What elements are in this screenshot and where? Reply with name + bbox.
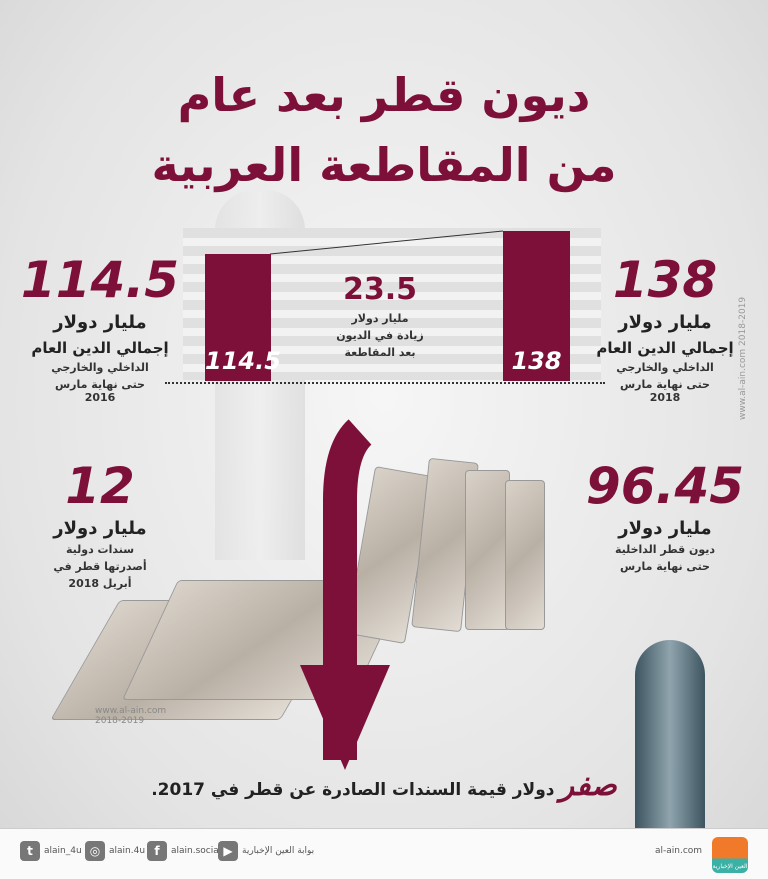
stat-sub: حتى نهاية مارس	[620, 560, 710, 573]
site-link[interactable]: al-ain.com	[655, 846, 703, 856]
middle-stat: 23.5 مليار دولار زيادة في الديون بعد الم…	[280, 272, 480, 359]
watermark-vertical: www.al-ain.com 2018-2019	[738, 296, 748, 420]
bottom-note: صفر دولار قيمة السندات الصادرة عن قطر في…	[0, 768, 768, 803]
right-bottom-stat: 96.45 مليار دولار ديون قطر الداخلية حتى …	[565, 458, 765, 573]
zero-highlight: صفر	[559, 768, 617, 803]
stat-sub: حتى نهاية مارس	[55, 378, 145, 391]
youtube-channel[interactable]: بوابة العين الإخبارية	[242, 846, 315, 856]
stat-sub: الداخلي والخارجي	[616, 361, 714, 374]
stat-value: 12	[65, 457, 135, 515]
title-line2: من المقاطعة العربية	[151, 138, 617, 192]
left-bottom-stat: 12 مليار دولار سندات دولية أصدرتها قطر ف…	[0, 458, 200, 590]
stat-sub: أصدرتها قطر في	[53, 560, 147, 573]
stat-label: إجمالي الدين العام	[31, 339, 169, 357]
twitter-icon[interactable]: t	[20, 841, 40, 861]
bar-label-2016: 114.5	[205, 347, 281, 375]
bar-2016: 114.5	[205, 254, 281, 381]
stat-value: 96.45	[585, 457, 745, 515]
chart-baseline	[165, 382, 605, 384]
stat-unit: مليار دولار	[618, 518, 712, 539]
twitter-handle[interactable]: alain_4u	[44, 846, 82, 856]
right-top-stat: 138 مليار دولار إجمالي الدين العام الداخ…	[565, 252, 765, 404]
stat-unit: مليار دولار	[53, 518, 147, 539]
stat-year: 2016	[84, 391, 116, 404]
stat-label: زيادة في الديون	[336, 329, 424, 342]
stat-year: 2018	[649, 391, 681, 404]
stat-unit: مليار دولار	[618, 312, 712, 333]
stat-label: سندات دولية	[65, 543, 135, 556]
bar-2018: 138	[503, 231, 570, 381]
footer: t alain_4u ◎ alain.4u f alain.social ▶ ب…	[0, 828, 768, 879]
stat-unit: مليار دولار	[53, 312, 147, 333]
stat-value: 138	[612, 251, 718, 309]
instagram-icon[interactable]: ◎	[85, 841, 105, 861]
bottom-text: دولار قيمة السندات الصادرة عن قطر في 201…	[151, 780, 555, 800]
instagram-handle[interactable]: alain.4u	[109, 846, 146, 856]
stat-sub: الداخلي والخارجي	[51, 361, 149, 374]
left-top-stat: 114.5 مليار دولار إجمالي الدين العام الد…	[0, 252, 200, 404]
stat-sub: حتى نهاية مارس	[620, 378, 710, 391]
tower-image	[635, 640, 705, 830]
youtube-icon[interactable]: ▶	[218, 841, 238, 861]
facebook-handle[interactable]: alain.social	[171, 846, 222, 856]
stat-label: ديون قطر الداخلية	[614, 543, 716, 556]
facebook-icon[interactable]: f	[147, 841, 167, 861]
stat-value: 114.5	[20, 251, 180, 309]
stat-unit: مليار دولار	[351, 312, 409, 325]
logo: العين الإخبارية	[712, 837, 748, 873]
stat-label: إجمالي الدين العام	[596, 339, 734, 357]
stat-sub: أبريل 2018	[68, 577, 132, 590]
watermark: www.al-ain.com 2018-2019	[95, 706, 167, 726]
stat-value: 23.5	[342, 272, 418, 307]
title-line1: ديون قطر بعد عام	[177, 68, 591, 122]
stat-sub: بعد المقاطعة	[344, 346, 416, 359]
bar-label-2018: 138	[511, 347, 562, 375]
